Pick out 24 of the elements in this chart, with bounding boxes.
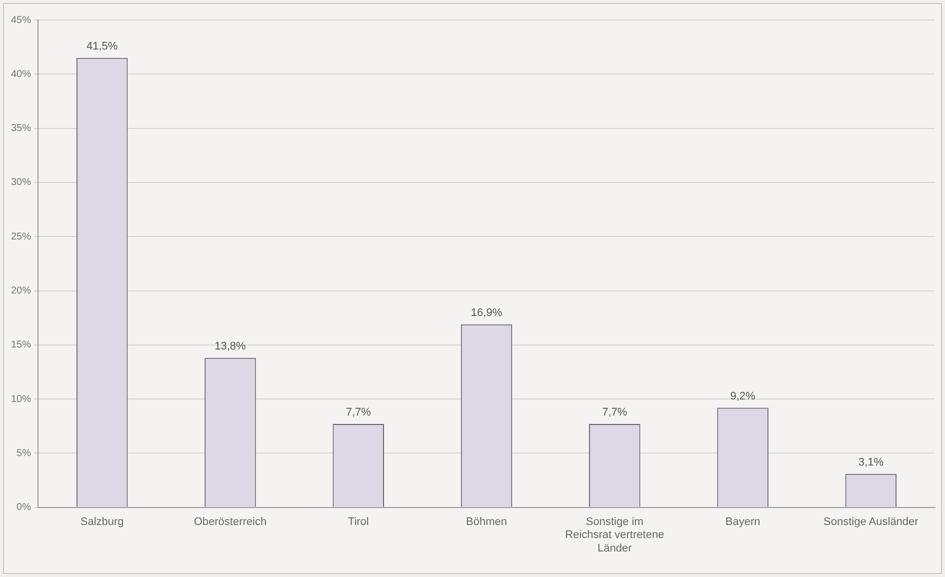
data-label: 16,9% [470,306,502,319]
y-tick-label: 45% [11,14,32,26]
x-tick-label: Oberösterreich [194,516,267,528]
y-tick-label: 40% [11,68,32,80]
y-tick-label: 30% [11,177,32,188]
y-tick-label: 15% [11,340,32,351]
data-label: 3,1% [858,456,884,468]
x-tick-label: Sonstige im Reichsrat vertretene Länder [565,516,664,554]
data-label: 7,7% [602,406,628,419]
data-label: 7,7% [346,406,372,419]
x-tick-label: Bayern [725,516,760,528]
data-label: 13,8% [214,340,246,352]
data-label: 9,2% [730,390,756,402]
y-tick-label: 20% [11,286,32,297]
x-tick-label: Tirol [348,516,369,528]
y-tick-label: 10% [11,394,32,405]
y-tick-label: 5% [16,448,32,459]
data-label: 41,5% [86,40,118,52]
x-tick-label: Böhmen [466,516,507,528]
y-tick-label: 25% [11,231,32,242]
x-tick-label: Sonstige Ausländer [824,516,919,528]
x-tick-label: Salzburg [80,516,124,528]
y-tick-label: 0% [16,502,32,514]
y-tick-label: 35% [11,123,32,134]
